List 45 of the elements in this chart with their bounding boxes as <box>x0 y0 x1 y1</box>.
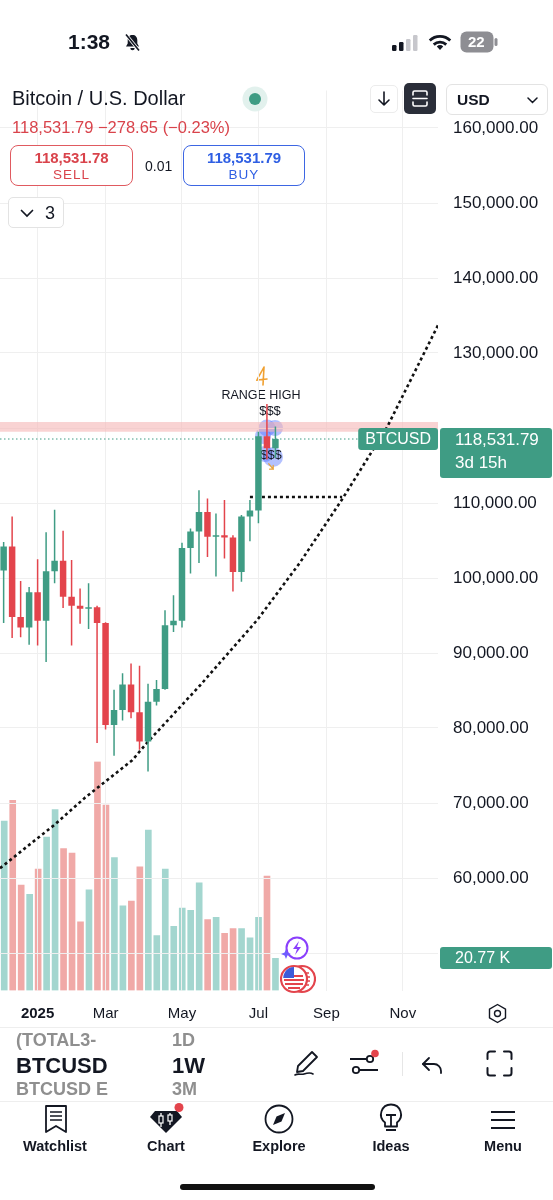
x-tick-label: Sep <box>313 1003 340 1021</box>
sell-button: 118,531.78 SELL <box>10 145 133 186</box>
y-tick-label: 60,000.00 <box>453 867 529 887</box>
text: 3M <box>172 1079 198 1100</box>
text: 118,531.79 <box>455 429 539 449</box>
text: (TOTAL3- <box>16 1030 97 1051</box>
annotation: 3 <box>45 203 56 224</box>
text: 1:38 <box>68 30 111 55</box>
text: 118,531.79 −278.65 (−0.23%) <box>12 118 231 137</box>
text: Ideas <box>372 1138 410 1155</box>
y-tick-label: 140,000.00 <box>453 267 539 287</box>
currency-dropdown: USD <box>446 84 548 115</box>
y-tick-label: 130,000.00 <box>453 342 539 362</box>
y-tick-label: 160,000.00 <box>453 117 539 137</box>
text: Chart <box>147 1138 185 1155</box>
text: Menu <box>484 1138 522 1155</box>
tag: 20.77 K <box>440 947 552 970</box>
y-tick-label: 70,000.00 <box>453 792 529 812</box>
collapse-button: 3 <box>8 197 64 228</box>
ref-line-label: BTCUSD <box>365 430 431 448</box>
text: Watchlist <box>23 1138 87 1155</box>
annotation: 118,531.78 <box>34 149 109 167</box>
chart-title: Bitcoin / U.S. Dollar <box>12 87 186 110</box>
text: BTCUSD E <box>16 1079 109 1100</box>
text: 1W <box>172 1053 205 1079</box>
x-tick-label: Mar <box>92 1003 119 1021</box>
text: 3d 15h <box>455 453 507 473</box>
text: Explore <box>252 1138 306 1155</box>
x-tick-label: 2025 <box>20 1003 55 1021</box>
y-tick-label: 110,000.00 <box>453 492 537 512</box>
buy-button: 118,531.79 BUY <box>183 145 305 186</box>
x-tick-label: Jul <box>248 1003 269 1021</box>
text: BTCUSD <box>16 1053 108 1079</box>
annotation: RANGE HIGH <box>221 387 301 403</box>
x-tick-label: Nov <box>389 1003 417 1021</box>
y-tick-label: 90,000.00 <box>453 642 529 662</box>
annotation: 0.01 <box>145 158 173 175</box>
annotation: BUY <box>228 167 260 183</box>
y-tick-label: 80,000.00 <box>453 717 529 737</box>
annotation: 118,531.79 <box>206 149 282 167</box>
x-tick-label: May <box>167 1003 197 1021</box>
y-tick-label: 100,000.00 <box>453 567 539 587</box>
text: 1D <box>172 1030 196 1051</box>
annotation: SELL <box>52 167 91 183</box>
y-tick-label: 150,000.00 <box>453 192 539 212</box>
